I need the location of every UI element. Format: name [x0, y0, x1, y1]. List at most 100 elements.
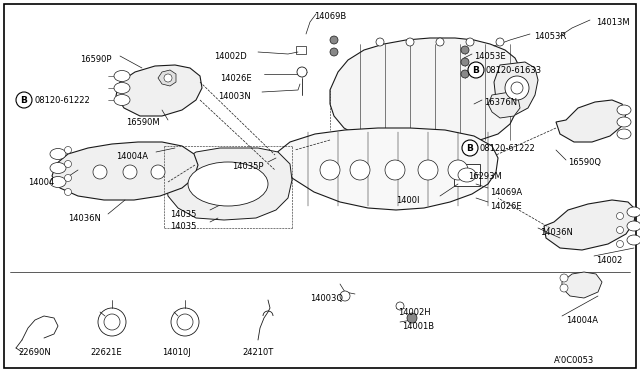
- Text: 14004A: 14004A: [566, 316, 598, 325]
- Text: 1400I: 1400I: [396, 196, 419, 205]
- Text: 22690N: 22690N: [18, 348, 51, 357]
- Ellipse shape: [50, 148, 66, 160]
- Circle shape: [65, 189, 72, 196]
- Circle shape: [396, 302, 404, 310]
- Circle shape: [376, 38, 384, 46]
- Text: 14003Q: 14003Q: [310, 294, 343, 303]
- Text: B: B: [20, 96, 28, 105]
- Text: 16376N: 16376N: [484, 98, 517, 107]
- Circle shape: [418, 160, 438, 180]
- Text: 14010J: 14010J: [162, 348, 191, 357]
- Ellipse shape: [458, 168, 476, 182]
- Circle shape: [496, 38, 504, 46]
- Text: 24210T: 24210T: [242, 348, 273, 357]
- Ellipse shape: [617, 117, 631, 127]
- Text: B: B: [467, 144, 474, 153]
- Text: 14002: 14002: [596, 256, 622, 265]
- Text: 14053E: 14053E: [474, 52, 506, 61]
- Polygon shape: [556, 100, 626, 142]
- Text: 16590M: 16590M: [126, 118, 159, 127]
- Ellipse shape: [627, 207, 640, 217]
- Text: 14035: 14035: [170, 210, 196, 219]
- Text: B: B: [472, 65, 479, 74]
- Circle shape: [616, 212, 623, 219]
- Text: 14035: 14035: [170, 222, 196, 231]
- Text: 14035P: 14035P: [232, 162, 264, 171]
- Text: 08120-61633: 08120-61633: [486, 66, 542, 75]
- Ellipse shape: [114, 71, 130, 81]
- Bar: [296, 46, 306, 54]
- Circle shape: [560, 284, 568, 292]
- Circle shape: [448, 160, 468, 180]
- Ellipse shape: [50, 163, 66, 173]
- Text: 16590P: 16590P: [80, 55, 111, 64]
- Circle shape: [65, 174, 72, 182]
- Text: 14026E: 14026E: [220, 74, 252, 83]
- Circle shape: [297, 67, 307, 77]
- Polygon shape: [330, 38, 522, 146]
- Circle shape: [65, 147, 72, 154]
- Polygon shape: [116, 65, 202, 116]
- Polygon shape: [562, 272, 602, 298]
- Text: 14004: 14004: [28, 178, 54, 187]
- Ellipse shape: [188, 162, 268, 206]
- Polygon shape: [488, 92, 520, 118]
- Text: 14002D: 14002D: [214, 52, 247, 61]
- Text: 14069B: 14069B: [314, 12, 346, 21]
- Circle shape: [468, 62, 484, 78]
- Text: 08120-61222: 08120-61222: [34, 96, 90, 105]
- Circle shape: [407, 313, 417, 323]
- Polygon shape: [275, 128, 498, 210]
- Text: 14002H: 14002H: [398, 308, 431, 317]
- Circle shape: [616, 227, 623, 234]
- Polygon shape: [544, 200, 636, 250]
- Circle shape: [385, 160, 405, 180]
- Circle shape: [462, 140, 478, 156]
- Circle shape: [93, 165, 107, 179]
- Polygon shape: [52, 142, 198, 200]
- Text: 14026E: 14026E: [490, 202, 522, 211]
- Text: 14053R: 14053R: [534, 32, 566, 41]
- Text: 22621E: 22621E: [90, 348, 122, 357]
- Text: A'0C0053: A'0C0053: [554, 356, 595, 365]
- Bar: [454, 164, 480, 186]
- Text: 14004A: 14004A: [116, 152, 148, 161]
- Polygon shape: [166, 148, 292, 220]
- Circle shape: [461, 70, 469, 78]
- Circle shape: [320, 160, 340, 180]
- Ellipse shape: [617, 105, 631, 115]
- Circle shape: [560, 274, 568, 282]
- Circle shape: [511, 82, 523, 94]
- Circle shape: [466, 38, 474, 46]
- Circle shape: [461, 46, 469, 54]
- Circle shape: [65, 160, 72, 167]
- Circle shape: [16, 92, 32, 108]
- Text: 14036N: 14036N: [68, 214, 101, 223]
- Circle shape: [330, 48, 338, 56]
- Text: 14003N: 14003N: [218, 92, 251, 101]
- Ellipse shape: [627, 221, 640, 231]
- Text: 14069A: 14069A: [490, 188, 522, 197]
- Ellipse shape: [617, 129, 631, 139]
- Ellipse shape: [627, 235, 640, 245]
- Text: 14001B: 14001B: [402, 322, 434, 331]
- Circle shape: [436, 38, 444, 46]
- Ellipse shape: [50, 176, 66, 187]
- Ellipse shape: [114, 83, 130, 93]
- Text: 16590Q: 16590Q: [568, 158, 601, 167]
- Circle shape: [151, 165, 165, 179]
- Text: 14013M: 14013M: [596, 18, 630, 27]
- Circle shape: [123, 165, 137, 179]
- Circle shape: [164, 74, 172, 82]
- Circle shape: [616, 241, 623, 247]
- Ellipse shape: [114, 94, 130, 106]
- Text: 08120-61222: 08120-61222: [480, 144, 536, 153]
- Text: 16293M: 16293M: [468, 172, 502, 181]
- Polygon shape: [494, 62, 538, 115]
- Text: 14036N: 14036N: [540, 228, 573, 237]
- Circle shape: [340, 291, 350, 301]
- Circle shape: [350, 160, 370, 180]
- Circle shape: [406, 38, 414, 46]
- Circle shape: [505, 76, 529, 100]
- Circle shape: [461, 58, 469, 66]
